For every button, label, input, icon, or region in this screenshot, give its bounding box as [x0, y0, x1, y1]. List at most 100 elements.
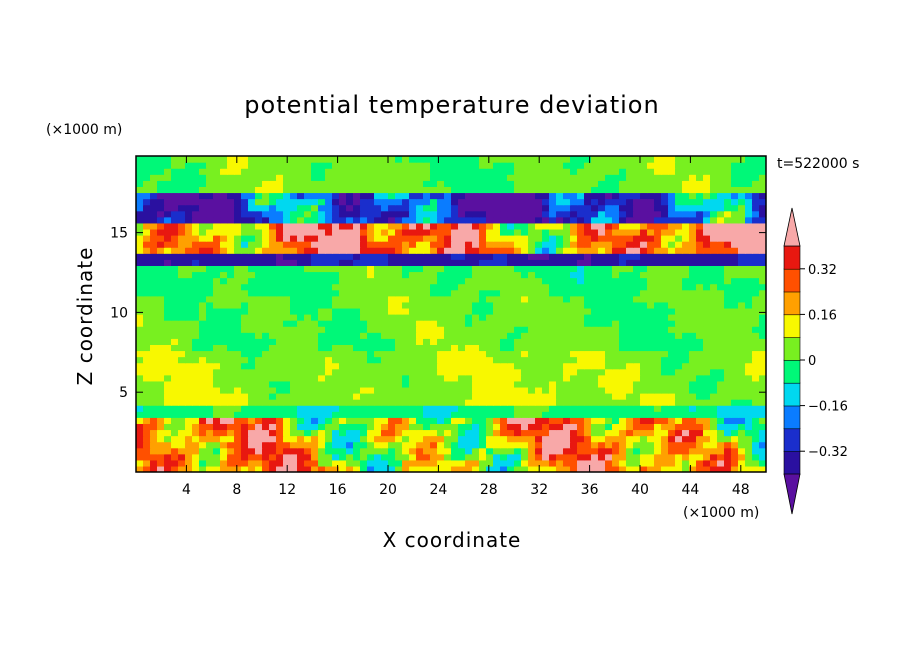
- contour-cell: [584, 356, 592, 364]
- contour-cell: [388, 222, 396, 230]
- contour-cell: [542, 204, 550, 212]
- contour-cell: [374, 198, 382, 206]
- contour-cell: [626, 168, 634, 175]
- contour-cell: [192, 399, 200, 406]
- contour-cell: [423, 210, 431, 218]
- contour-cell: [535, 368, 543, 376]
- contour-cell: [444, 295, 452, 303]
- contour-cell: [689, 210, 697, 218]
- contour-cell: [332, 259, 340, 266]
- contour-cell: [206, 368, 214, 376]
- contour-cell: [283, 399, 291, 406]
- contour-cell: [150, 265, 158, 273]
- contour-cell: [563, 405, 571, 412]
- contour-cell: [696, 435, 704, 443]
- contour-cell: [409, 393, 417, 400]
- contour-cell: [227, 301, 235, 309]
- contour-cell: [290, 320, 298, 327]
- contour-cell: [486, 301, 494, 309]
- contour-cell: [430, 253, 438, 260]
- contour-cell: [157, 198, 165, 206]
- contour-cell: [339, 405, 347, 412]
- contour-cell: [360, 162, 368, 169]
- contour-cell: [157, 368, 165, 376]
- contour-cell: [416, 338, 424, 345]
- contour-cell: [633, 186, 641, 194]
- contour-cell: [241, 326, 249, 333]
- contour-cell: [262, 162, 270, 169]
- contour-cell: [241, 253, 249, 260]
- contour-cell: [675, 393, 683, 400]
- contour-cell: [311, 265, 319, 273]
- contour-cell: [696, 253, 704, 260]
- contour-cell: [591, 338, 599, 345]
- contour-cell: [304, 332, 312, 339]
- contour-cell: [633, 453, 641, 461]
- contour-cell: [605, 453, 613, 461]
- contour-cell: [213, 235, 221, 242]
- contour-cell: [192, 338, 200, 345]
- contour-cell: [654, 417, 662, 424]
- contour-cell: [367, 338, 375, 345]
- contour-cell: [290, 222, 298, 230]
- contour-cell: [717, 368, 725, 376]
- contour-cell: [332, 253, 340, 260]
- contour-cell: [269, 253, 277, 260]
- contour-cell: [710, 441, 718, 449]
- contour-cell: [717, 162, 725, 169]
- contour-cell: [297, 156, 305, 163]
- contour-cell: [647, 326, 655, 333]
- contour-cell: [276, 447, 284, 455]
- contour-cell: [150, 253, 158, 260]
- contour-cell: [451, 174, 459, 181]
- contour-cell: [570, 271, 578, 279]
- contour-cell: [227, 447, 235, 455]
- contour-cell: [311, 235, 319, 242]
- contour-cell: [444, 374, 452, 382]
- contour-cell: [248, 314, 256, 321]
- contour-cell: [339, 222, 347, 230]
- contour-cell: [353, 386, 361, 394]
- contour-cell: [171, 235, 179, 242]
- contour-cell: [255, 216, 263, 224]
- contour-cell: [416, 204, 424, 212]
- contour-cell: [675, 399, 683, 406]
- contour-cell: [367, 386, 375, 394]
- contour-cell: [535, 204, 543, 212]
- contour-cell: [696, 162, 704, 169]
- contour-cell: [633, 247, 641, 254]
- contour-cell: [619, 374, 627, 382]
- contour-cell: [563, 338, 571, 345]
- contour-cell: [458, 228, 466, 236]
- contour-cell: [654, 277, 662, 285]
- contour-cell: [255, 186, 263, 194]
- contour-cell: [269, 222, 277, 230]
- contour-cell: [136, 156, 144, 163]
- contour-cell: [752, 222, 760, 230]
- contour-cell: [388, 277, 396, 285]
- contour-cell: [199, 447, 207, 455]
- contour-cell: [297, 180, 305, 187]
- contour-cell: [430, 405, 438, 412]
- contour-cell: [745, 465, 753, 472]
- contour-cell: [248, 259, 256, 266]
- contour-cell: [437, 447, 445, 455]
- contour-cell: [276, 228, 284, 236]
- contour-cell: [262, 235, 270, 242]
- contour-cell: [199, 301, 207, 309]
- contour-cell: [423, 326, 431, 333]
- contour-cell: [374, 228, 382, 236]
- contour-cell: [752, 156, 760, 163]
- contour-cell: [143, 174, 151, 181]
- contour-cell: [353, 326, 361, 333]
- contour-cell: [346, 441, 354, 449]
- contour-cell: [535, 441, 543, 449]
- contour-cell: [444, 350, 452, 358]
- contour-cell: [465, 283, 473, 291]
- contour-cell: [437, 271, 445, 279]
- contour-cell: [234, 332, 242, 339]
- contour-cell: [227, 399, 235, 406]
- contour-cell: [360, 247, 368, 254]
- contour-cell: [535, 350, 543, 358]
- contour-cell: [241, 241, 249, 248]
